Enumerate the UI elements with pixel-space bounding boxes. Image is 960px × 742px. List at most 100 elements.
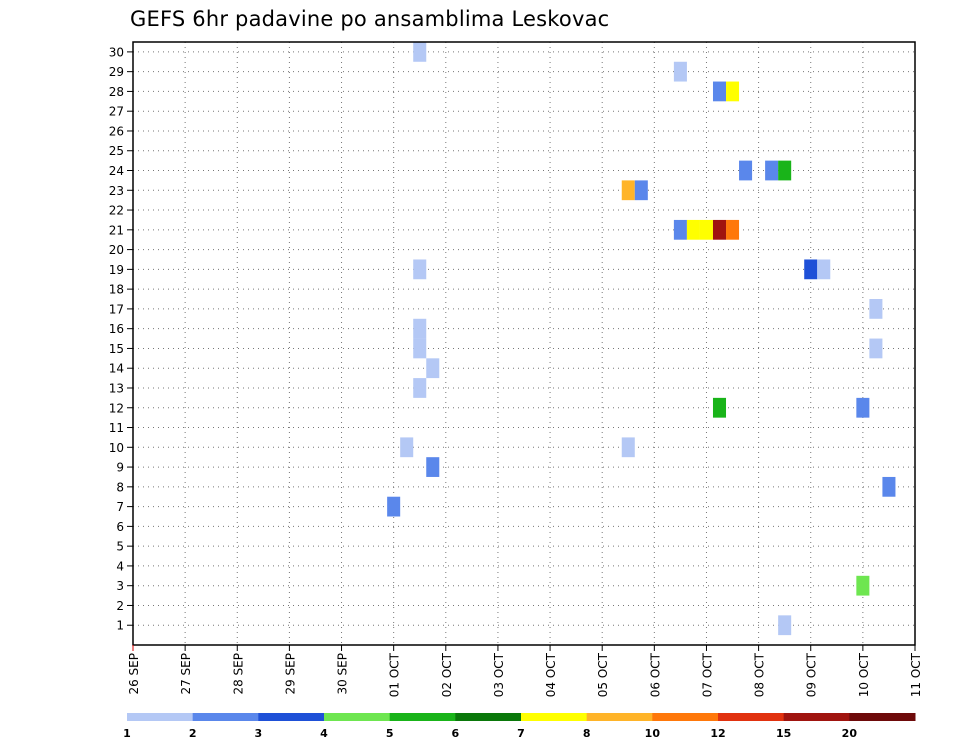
y-tick-label: 27 (109, 105, 124, 119)
precip-cell (413, 338, 427, 359)
precip-cell (856, 397, 870, 418)
y-tick-label: 3 (116, 579, 124, 593)
precip-cell (621, 437, 635, 458)
y-tick-label: 24 (109, 164, 124, 178)
colorbar-label: 4 (320, 727, 328, 740)
precip-cell (778, 160, 792, 181)
x-tick-label: 03 OCT (492, 652, 506, 697)
precip-cell (869, 299, 883, 319)
x-axis: 26 SEP 27 SEP 28 SEP 29 SEP 30 SEP 01 OCT 02 O… (127, 645, 923, 697)
precip-cell (739, 160, 753, 181)
colorbar-label: 8 (583, 727, 591, 740)
colorbar-label: 12 (710, 727, 725, 740)
colorbar-segment (324, 713, 391, 721)
precip-cell (869, 338, 883, 359)
y-tick-label: 23 (109, 184, 124, 198)
precip-cell (699, 219, 713, 240)
x-tick-label: 04 OCT (544, 652, 558, 697)
colorbar-segment (127, 713, 194, 721)
colorbar-label: 20 (842, 727, 858, 740)
y-tick-label: 20 (109, 243, 124, 257)
colorbar-label: 3 (255, 727, 263, 740)
colorbar-segment (718, 713, 785, 721)
y-tick-label: 2 (116, 599, 124, 613)
precip-cell (426, 358, 440, 379)
colorbar-segment (849, 713, 916, 721)
precip-cell (726, 81, 740, 102)
precip-cell (621, 180, 635, 201)
x-tick-label: 02 OCT (440, 652, 454, 697)
colorbar-segment (521, 713, 588, 721)
x-tick-label: 05 OCT (596, 652, 610, 697)
x-tick-label: 27 SEP (179, 653, 193, 695)
y-tick-label: 21 (109, 223, 124, 237)
y-tick-label: 6 (116, 520, 124, 534)
y-tick-label: 15 (109, 342, 124, 356)
colorbar-segment (586, 713, 653, 721)
colorbar-label: 10 (645, 727, 661, 740)
colorbar-segment (652, 713, 719, 721)
x-tick-label: 08 OCT (753, 652, 767, 697)
x-tick-label: 28 SEP (231, 653, 245, 695)
x-tick-label: 06 OCT (648, 652, 662, 697)
x-tick-label: 01 OCT (388, 652, 402, 697)
y-tick-label: 7 (116, 500, 124, 514)
y-tick-label: 13 (109, 381, 124, 395)
y-tick-label: 12 (109, 401, 124, 415)
precip-cell (387, 496, 401, 517)
y-tick-label: 16 (109, 322, 124, 336)
precip-cell (804, 259, 818, 280)
y-tick-label: 25 (109, 144, 124, 158)
precip-cell (400, 437, 414, 458)
colorbar: 1 2 3 4 5 6 7 8 10 12 15 20 (123, 713, 916, 740)
precipitation-cells (387, 42, 896, 636)
precip-cell (686, 219, 700, 240)
y-axis: 1234567891011121314151617181920212223242… (109, 45, 133, 633)
precip-cell (413, 42, 427, 62)
precip-cell (413, 378, 427, 398)
precip-cell (856, 575, 870, 596)
precip-cell (778, 615, 792, 636)
precip-cell (817, 259, 831, 280)
precip-cell (673, 219, 687, 240)
y-tick-label: 19 (109, 263, 124, 277)
plot-frame (132, 41, 916, 646)
y-tick-label: 26 (109, 124, 124, 138)
chart-title: GEFS 6hr padavine po ansamblima Leskovac (130, 7, 610, 31)
y-tick-label: 17 (109, 302, 124, 316)
x-tick-label: 07 OCT (700, 652, 714, 697)
y-tick-label: 4 (116, 559, 124, 573)
precip-cell (413, 318, 427, 339)
colorbar-segment (258, 713, 325, 721)
x-tick-label: 30 SEP (336, 653, 350, 695)
precip-cell (634, 180, 648, 201)
precip-cell (712, 397, 727, 418)
x-tick-label: 09 OCT (805, 652, 819, 697)
y-tick-label: 28 (109, 85, 124, 99)
x-tick-label: 10 OCT (857, 652, 871, 697)
grid-lines (133, 42, 915, 645)
colorbar-label: 1 (123, 727, 131, 740)
x-tick-label: 11 OCT (909, 652, 923, 697)
y-tick-label: 1 (116, 619, 124, 633)
y-tick-label: 22 (109, 204, 124, 218)
colorbar-label: 15 (776, 727, 791, 740)
colorbar-label: 2 (189, 727, 197, 740)
y-tick-label: 14 (109, 362, 124, 376)
precip-cell (726, 219, 740, 240)
x-tick-label: 26 SEP (127, 653, 141, 695)
precip-cell (712, 81, 727, 102)
x-tick-label: 29 SEP (283, 653, 297, 695)
y-tick-label: 5 (116, 540, 124, 554)
precip-cell (765, 160, 779, 181)
colorbar-segment (455, 713, 522, 721)
precip-cell (413, 259, 427, 280)
colorbar-segment (783, 713, 850, 721)
y-tick-label: 10 (109, 441, 124, 455)
colorbar-label: 6 (452, 727, 460, 740)
y-tick-label: 9 (116, 461, 124, 475)
colorbar-segment (192, 713, 259, 721)
y-tick-label: 30 (109, 45, 124, 59)
precip-cell (426, 457, 440, 477)
